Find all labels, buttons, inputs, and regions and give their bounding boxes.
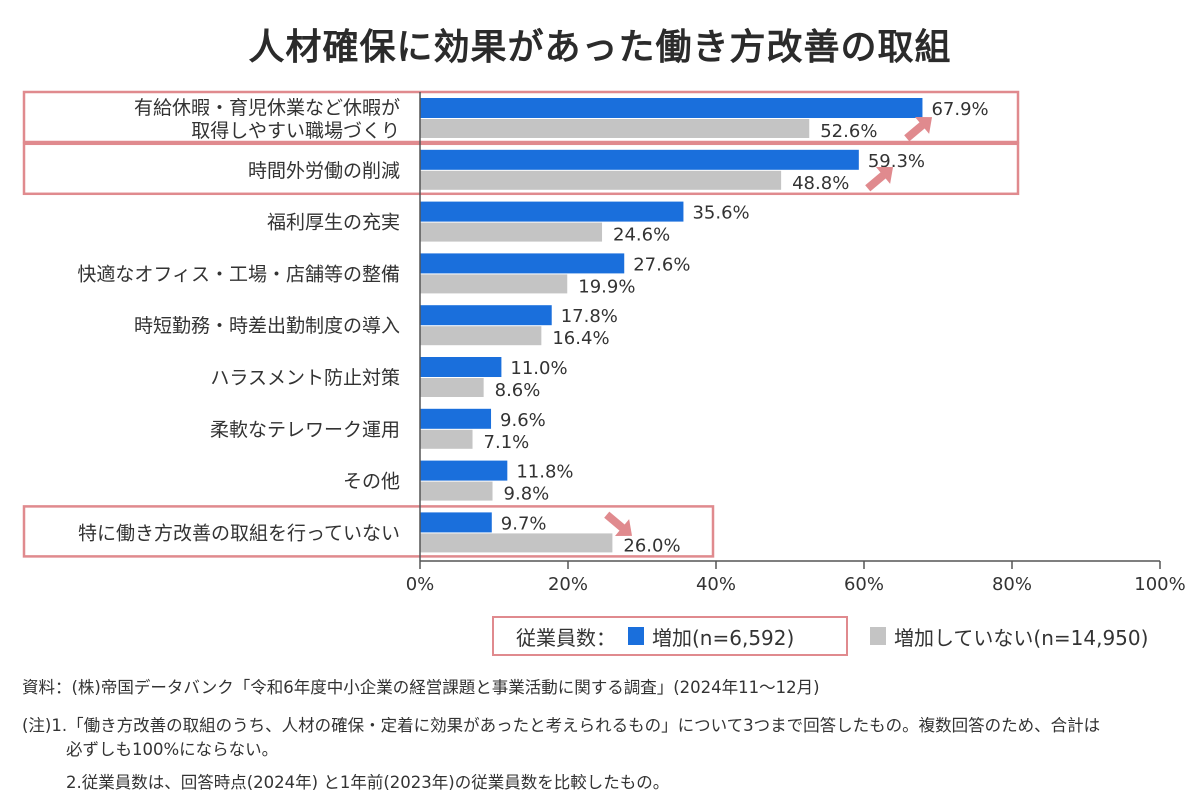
legend-label-not-increased: 増加していない(n=14,950) bbox=[894, 625, 1149, 650]
category-label: 福利厚生の充実 bbox=[267, 212, 400, 234]
value-label-not-increased: 7.1% bbox=[484, 432, 530, 453]
arrow-up-right-icon bbox=[865, 167, 894, 192]
bar-not-increased bbox=[420, 533, 613, 553]
category-label: 快適なオフィス・工場・店舗等の整備 bbox=[77, 263, 400, 285]
annotation-arrows bbox=[604, 117, 933, 536]
note-1: (注)1.「働き方改善の取組のうち、人材の確保・定着に効果があったと考えられるも… bbox=[22, 716, 1101, 735]
x-tick-label: 40% bbox=[696, 574, 736, 595]
arrow-shape bbox=[604, 511, 633, 536]
value-label-increased: 17.8% bbox=[561, 306, 618, 327]
value-label-increased: 67.9% bbox=[931, 99, 988, 120]
value-label-not-increased: 8.6% bbox=[495, 380, 541, 401]
value-label-increased: 11.8% bbox=[516, 462, 573, 483]
note-2: 2.従業員数は、回答時点(2024年) と1年前(2023年)の従業員数を比較し… bbox=[66, 773, 670, 792]
category-label-line: 取得しやすい職場づくり bbox=[191, 120, 400, 142]
category-label: ハラスメント防止対策 bbox=[210, 367, 400, 389]
category-label: 柔軟なテレワーク運用 bbox=[210, 419, 400, 441]
x-tick-label: 0% bbox=[406, 574, 435, 595]
legend-highlight-box: 従業員数： 増加(n=6,592) bbox=[492, 616, 848, 656]
value-label-not-increased: 24.6% bbox=[613, 225, 670, 246]
chart-title: 人材確保に効果があった働き方改善の取組 bbox=[248, 26, 952, 68]
note-1-continued: 必ずしも100%にならない。 bbox=[66, 740, 279, 759]
bar-increased bbox=[420, 408, 492, 429]
category-label: 有給休暇・育児休業など休暇が取得しやすい職場づくり bbox=[134, 97, 400, 142]
arrow-shape bbox=[865, 167, 894, 192]
value-labels: 67.9% 52.6% 59.3% 48.8% 35.6% 24.6% 27.6%19.9%… bbox=[484, 99, 989, 556]
value-label-not-increased: 48.8% bbox=[792, 173, 849, 194]
value-label-not-increased: 16.4% bbox=[552, 328, 609, 349]
source-note: 資料：(株)帝国データバンク「令和6年度中小企業の経営課題と事業活動に関する調査… bbox=[22, 678, 820, 697]
value-label-increased: 27.6% bbox=[633, 254, 690, 275]
value-label-not-increased: 9.8% bbox=[504, 484, 550, 505]
legend-swatch-increased bbox=[628, 627, 644, 645]
bar-increased bbox=[420, 357, 502, 377]
x-tick-label: 20% bbox=[548, 574, 588, 595]
bar-increased bbox=[420, 253, 625, 274]
category-label: 特に働き方改善の取組を行っていない bbox=[78, 522, 400, 544]
bar-not-increased bbox=[420, 170, 782, 190]
x-tick-label: 60% bbox=[844, 574, 884, 595]
bar-not-increased bbox=[420, 274, 568, 294]
value-label-increased: 35.6% bbox=[692, 203, 749, 224]
value-label-not-increased: 52.6% bbox=[820, 121, 877, 142]
bar-increased bbox=[420, 512, 492, 533]
legend-swatch-not-increased bbox=[870, 627, 886, 645]
bar-increased bbox=[420, 98, 923, 118]
bar-increased bbox=[420, 460, 508, 481]
legend-prefix: 従業員数： bbox=[516, 625, 616, 650]
bar-not-increased bbox=[420, 481, 493, 501]
value-label-increased: 11.0% bbox=[510, 358, 567, 379]
bar-not-increased bbox=[420, 378, 484, 397]
category-labels: 有給休暇・育児休業など休暇が取得しやすい職場づくり時間外労働の削減福利厚生の充実… bbox=[77, 97, 400, 544]
category-label: 時短勤務・時差出勤制度の導入 bbox=[134, 315, 400, 337]
arrow-up-right-icon bbox=[904, 117, 933, 142]
bar-not-increased bbox=[420, 429, 473, 449]
highlight-boxes bbox=[22, 90, 1020, 558]
category-label: その他 bbox=[343, 471, 400, 493]
category-label-line: 有給休暇・育児休業など休暇が bbox=[134, 97, 400, 119]
x-tick-label: 100% bbox=[1134, 574, 1185, 595]
x-axis: 0% 20% 40% 60% 80% 100% bbox=[406, 92, 1186, 595]
value-label-increased: 59.3% bbox=[868, 151, 925, 172]
legend: 従業員数： 増加(n=6,592) 増加していない(n=14,950) bbox=[492, 614, 1148, 658]
value-label-not-increased: 26.0% bbox=[623, 535, 680, 556]
bar-not-increased bbox=[420, 326, 542, 346]
value-label-not-increased: 19.9% bbox=[578, 276, 635, 297]
x-tick-label: 80% bbox=[992, 574, 1032, 595]
category-label: 時間外労働の削減 bbox=[248, 160, 400, 182]
highlight-box bbox=[22, 90, 1020, 144]
value-label-increased: 9.7% bbox=[501, 513, 547, 534]
bar-chart: 有給休暇・育児休業など休暇が取得しやすい職場づくり時間外労働の削減福利厚生の充実… bbox=[22, 90, 1186, 595]
bar-not-increased bbox=[420, 119, 810, 138]
bars bbox=[420, 98, 923, 553]
highlight-box bbox=[22, 142, 1020, 196]
bar-increased bbox=[420, 149, 859, 170]
bar-increased bbox=[420, 305, 552, 326]
highlight-box bbox=[22, 505, 715, 558]
bar-not-increased bbox=[420, 222, 603, 242]
arrow-shape bbox=[904, 117, 933, 142]
arrow-down-right-icon bbox=[604, 511, 633, 536]
legend-label-increased: 増加(n=6,592) bbox=[652, 625, 795, 650]
value-label-increased: 9.6% bbox=[500, 410, 546, 431]
bar-increased bbox=[420, 201, 684, 222]
